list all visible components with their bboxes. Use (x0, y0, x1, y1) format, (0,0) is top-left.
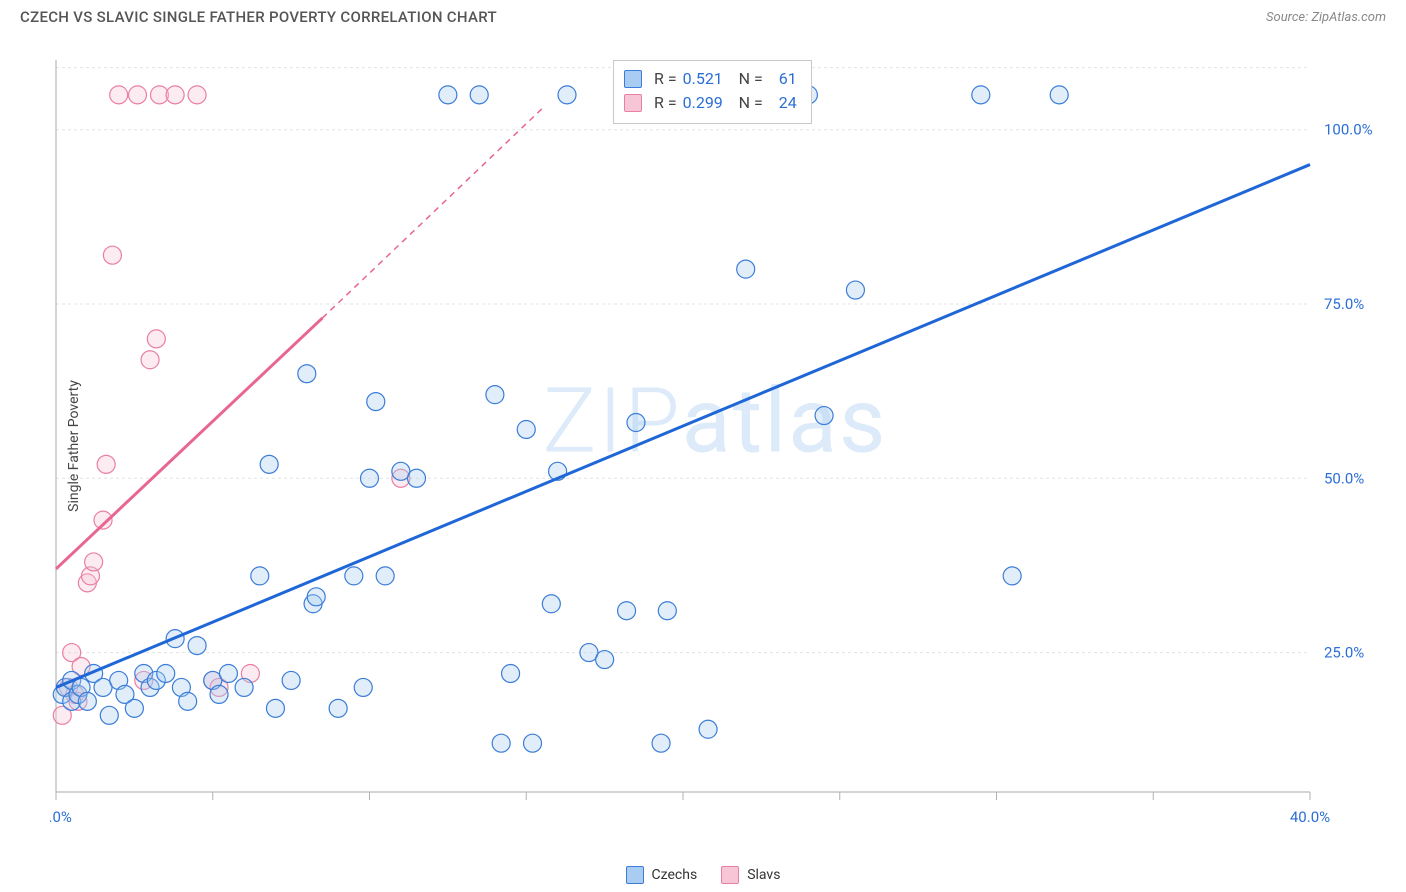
stats-R-label: R = (654, 91, 677, 115)
scatter-point (103, 246, 121, 264)
scatter-point (345, 567, 363, 585)
stats-R-value: 0.521 (683, 67, 727, 91)
scatter-point (492, 734, 510, 752)
stats-N-value: 61 (769, 67, 797, 91)
y-tick-label: 25.0% (1324, 644, 1364, 662)
scatter-point (486, 386, 504, 404)
scatter-point (219, 664, 237, 682)
scatter-point (298, 365, 316, 383)
stats-N-label: N = (739, 67, 763, 91)
stats-row: R = 0.299 N =24 (624, 91, 797, 115)
source-attribution: Source: ZipAtlas.com (1266, 10, 1386, 25)
scatter-point (147, 330, 165, 348)
stats-N-label: N = (739, 91, 763, 115)
trend-line-dashed (322, 109, 541, 318)
scatter-point (1050, 86, 1068, 104)
scatter-point (97, 455, 115, 473)
scatter-point (100, 706, 118, 724)
y-tick-label: 100.0% (1324, 121, 1373, 139)
stats-R-value: 0.299 (683, 91, 727, 115)
scatter-point (618, 602, 636, 620)
header: CZECH VS SLAVIC SINGLE FATHER POVERTY CO… (0, 0, 1406, 30)
scatter-point (141, 351, 159, 369)
chart-area: ZIPatlas 25.0%50.0%75.0%100.0%0.0%40.0% … (50, 42, 1380, 832)
scatter-point (266, 699, 284, 717)
scatter-point (329, 699, 347, 717)
scatter-point (376, 567, 394, 585)
swatch-slavs (721, 866, 739, 884)
legend-item-czechs: Czechs (626, 866, 698, 884)
x-tick-label: 40.0% (1290, 808, 1330, 826)
scatter-point (110, 86, 128, 104)
scatter-point (307, 588, 325, 606)
scatter-point (737, 260, 755, 278)
scatter-point (282, 671, 300, 689)
legend-label-slavs: Slavs (747, 867, 780, 883)
scatter-point (439, 86, 457, 104)
trend-line (56, 318, 322, 569)
y-tick-label: 75.0% (1324, 295, 1364, 313)
scatter-point (542, 595, 560, 613)
scatter-point (502, 664, 520, 682)
scatter-point (846, 281, 864, 299)
source-prefix: Source: (1266, 10, 1311, 25)
scatter-point (188, 86, 206, 104)
scatter-point (1003, 567, 1021, 585)
scatter-point (652, 734, 670, 752)
scatter-point (260, 455, 278, 473)
scatter-point (596, 651, 614, 669)
scatter-point (125, 699, 143, 717)
legend-label-czechs: Czechs (652, 867, 698, 883)
stats-row: R = 0.521 N =61 (624, 67, 797, 91)
scatter-point (188, 637, 206, 655)
stats-swatch (624, 70, 642, 88)
stats-swatch (624, 94, 642, 112)
scatter-point (78, 692, 96, 710)
swatch-czechs (626, 866, 644, 884)
y-tick-label: 50.0% (1324, 469, 1364, 487)
legend-item-slavs: Slavs (721, 866, 780, 884)
scatter-point (524, 734, 542, 752)
scatter-point (627, 414, 645, 432)
scatter-point (235, 678, 253, 696)
scatter-point (179, 692, 197, 710)
scatter-point (85, 553, 103, 571)
scatter-point (251, 567, 269, 585)
scatter-point (815, 407, 833, 425)
scatter-point (699, 720, 717, 738)
scatter-point (517, 420, 535, 438)
correlation-stats-box: R = 0.521 N =61 R = 0.299 N =24 (613, 60, 812, 124)
chart-title: CZECH VS SLAVIC SINGLE FATHER POVERTY CO… (20, 8, 497, 26)
stats-N-value: 24 (769, 91, 797, 115)
x-tick-label: 0.0% (50, 808, 72, 826)
source-name: ZipAtlas.com (1311, 10, 1386, 25)
scatter-point (470, 86, 488, 104)
scatter-plot: 25.0% 50.0% 75.0% 100.0% 0.0% 40.0% (50, 42, 1380, 832)
scatter-point (157, 664, 175, 682)
legend: Czechs Slavs (0, 866, 1406, 884)
scatter-point (408, 469, 426, 487)
trend-line (56, 165, 1310, 688)
scatter-point (210, 685, 228, 703)
scatter-point (129, 86, 147, 104)
scatter-point (558, 86, 576, 104)
stats-R-label: R = (654, 67, 677, 91)
scatter-point (658, 602, 676, 620)
scatter-point (166, 86, 184, 104)
scatter-point (972, 86, 990, 104)
scatter-point (354, 678, 372, 696)
scatter-point (367, 393, 385, 411)
scatter-point (361, 469, 379, 487)
